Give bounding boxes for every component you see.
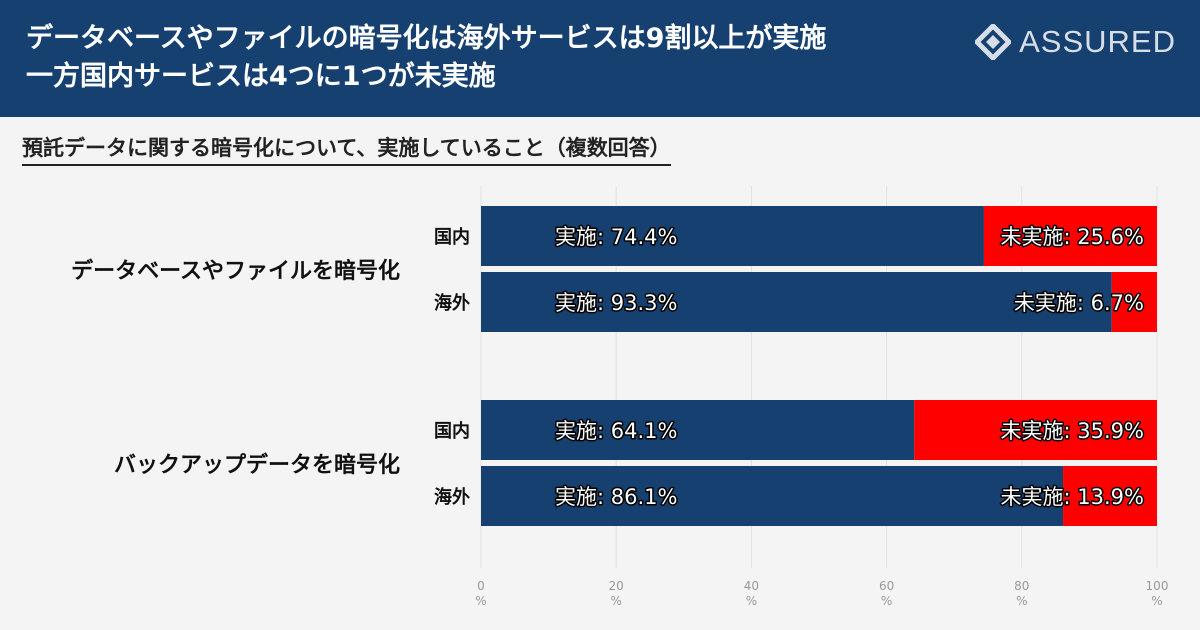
data-label-not-implemented: 未実施: 35.9% xyxy=(1001,419,1144,443)
bar-not-implemented xyxy=(914,400,1157,460)
bar-not-implemented xyxy=(1063,466,1157,526)
bar-implemented xyxy=(481,272,1112,332)
header-bar: データベースやファイルの暗号化は海外サービスは9割以上が実施 一方国内サービスは… xyxy=(0,0,1200,117)
category-label: データベースやファイルを暗号化 xyxy=(71,258,400,284)
data-label-implemented: 実施: 86.1% xyxy=(555,485,677,509)
bar-not-implemented xyxy=(1111,272,1157,332)
headline-line-2: 一方国内サービスは4つに1つが未実施 xyxy=(26,61,496,92)
chart-subtitle: 預託データに関する暗号化について、実施していること（複数回答） xyxy=(22,132,671,166)
category-label: バックアップデータを暗号化 xyxy=(114,452,400,478)
x-tick-label: 40% xyxy=(744,579,759,608)
data-label-not-implemented: 未実施: 25.6% xyxy=(1001,225,1144,249)
bar-implemented xyxy=(481,400,915,460)
bar-implemented xyxy=(481,466,1064,526)
x-tick-label: 20% xyxy=(609,579,624,608)
headline-line-1: データベースやファイルの暗号化は海外サービスは9割以上が実施 xyxy=(26,23,827,54)
data-label-implemented: 実施: 64.1% xyxy=(555,419,677,443)
brand-name: ASSURED xyxy=(1019,24,1176,59)
x-tick-label: 100% xyxy=(1146,579,1169,608)
data-label-implemented: 実施: 93.3% xyxy=(555,291,677,315)
x-tick-label: 80% xyxy=(1014,579,1029,608)
row-label: 国内 xyxy=(434,420,470,442)
row-label: 海外 xyxy=(434,292,470,314)
diamond-logo-icon xyxy=(975,24,1012,60)
data-label-not-implemented: 未実施: 6.7% xyxy=(1014,291,1144,315)
data-label-not-implemented: 未実施: 13.9% xyxy=(1001,485,1144,509)
bar-not-implemented xyxy=(983,206,1157,266)
x-tick-label: 0% xyxy=(475,579,486,608)
bar-implemented xyxy=(481,206,984,266)
brand-logo: ASSURED xyxy=(975,22,1176,62)
x-tick-label: 60% xyxy=(879,579,894,608)
row-label: 国内 xyxy=(434,226,470,248)
row-label: 海外 xyxy=(434,486,470,508)
data-label-implemented: 実施: 74.4% xyxy=(555,225,677,249)
headline: データベースやファイルの暗号化は海外サービスは9割以上が実施 一方国内サービスは… xyxy=(26,20,906,96)
